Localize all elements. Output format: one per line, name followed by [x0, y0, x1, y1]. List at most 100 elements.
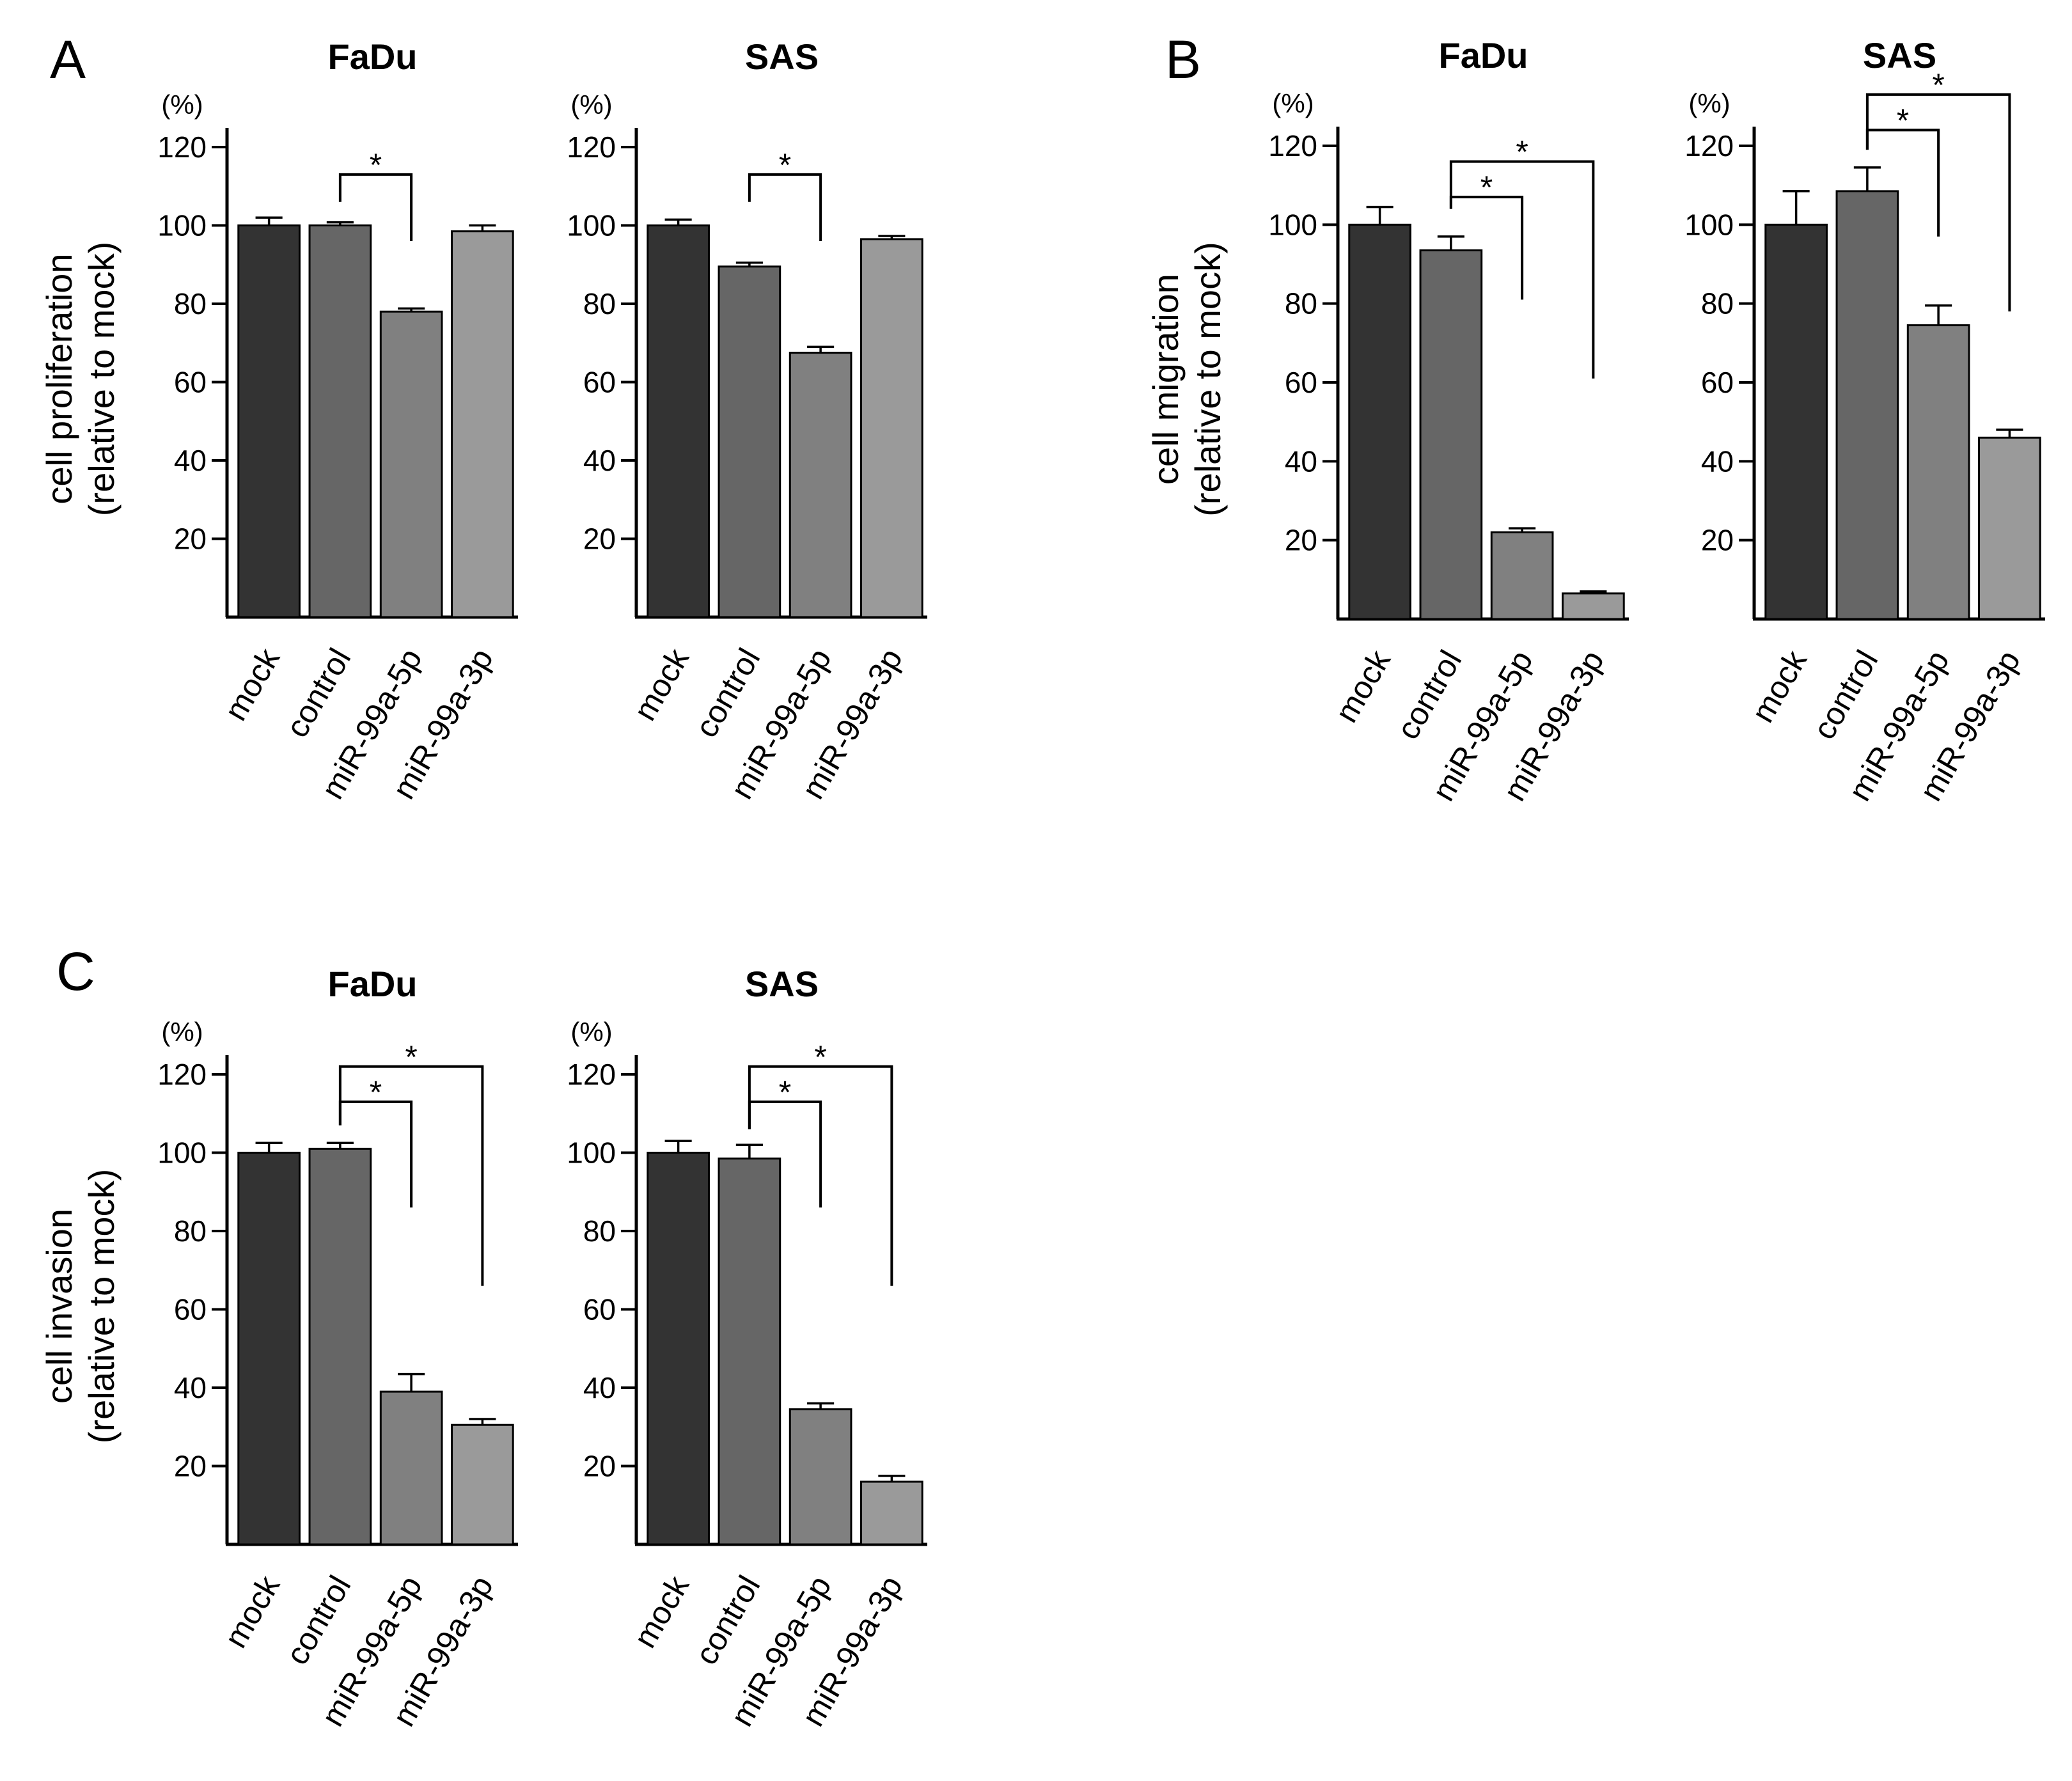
- bar-mir-99a-5p: [379, 310, 443, 618]
- y-tick-label: 80: [174, 1214, 207, 1248]
- chart-b-fadu: FaDu (%) 20 40 60 80 100 120 cell migration(rela…: [1145, 35, 1629, 807]
- x-category-label: control: [1806, 645, 1885, 746]
- bar-control: [1835, 190, 1899, 620]
- x-category-label: mock: [1328, 644, 1398, 728]
- chart-b-sas: SAS(%)20406080100120mockcontrolmiR-99a-5…: [1684, 35, 2045, 807]
- significance-bracket: [1865, 93, 2011, 311]
- y-tick-label: 20: [583, 522, 616, 556]
- y-tick-label: 100: [567, 209, 616, 242]
- significance-marker: *: [370, 1074, 382, 1110]
- x-category-label: control: [688, 1570, 767, 1671]
- panel-letter-b: B: [1165, 29, 1201, 90]
- y-axis-title: cell proliferation(relative to mock): [39, 242, 122, 516]
- significance-marker: *: [1897, 102, 1909, 138]
- significance-bracket: [1449, 160, 1595, 379]
- y-axis-title-line: (relative to mock): [81, 1169, 122, 1443]
- panel-letter-c: C: [56, 941, 95, 1001]
- y-tick-label: 100: [157, 209, 207, 242]
- y-tick-label: 120: [1268, 129, 1317, 162]
- y-tick-label: 60: [583, 1293, 616, 1326]
- chart-title: SAS: [745, 36, 819, 77]
- y-tick-label: 60: [174, 1293, 207, 1326]
- y-tick-label: 120: [1684, 129, 1734, 162]
- y-tick-label: 100: [1268, 208, 1317, 241]
- y-tick-label: 60: [174, 366, 207, 399]
- chart-title: FaDu: [328, 964, 418, 1004]
- y-tick-label: 40: [1285, 444, 1317, 478]
- y-tick-label: 40: [174, 1371, 207, 1404]
- bar-control: [308, 224, 372, 618]
- panel-letter-a: A: [50, 29, 86, 90]
- bar-mir-99a-5p: [1490, 531, 1554, 620]
- bar-mir-99a-5p: [1906, 324, 1970, 620]
- bar-control: [718, 265, 781, 618]
- bar-control: [1419, 249, 1483, 620]
- y-tick-label: 100: [567, 1136, 616, 1170]
- significance-marker: *: [779, 1074, 791, 1110]
- bar-mock: [647, 224, 710, 618]
- bar-mir-99a-3p: [860, 238, 923, 618]
- significance-bracket: [748, 173, 822, 241]
- x-category-label: mock: [627, 1569, 696, 1654]
- y-tick-label: 20: [1285, 524, 1317, 557]
- y-tick-label: 20: [174, 1450, 207, 1483]
- y-unit-label: (%): [161, 90, 203, 120]
- x-category-label: mock: [217, 642, 287, 726]
- chart-title: FaDu: [1439, 35, 1528, 75]
- significance-marker: *: [814, 1039, 826, 1075]
- chart-title: SAS: [1863, 35, 1936, 75]
- y-tick-label: 80: [583, 1214, 616, 1248]
- x-category-label: mock: [217, 1569, 287, 1654]
- y-tick-label: 120: [567, 130, 616, 164]
- y-tick-label: 120: [567, 1058, 616, 1091]
- y-axis-title: cell invasion(relative to mock): [39, 1169, 122, 1443]
- y-tick-label: 60: [1285, 366, 1317, 399]
- bar-mock: [1764, 223, 1828, 620]
- x-category-label: mock: [1745, 644, 1814, 728]
- bar-mir-99a-3p: [1978, 436, 2041, 620]
- x-category-label: control: [688, 643, 767, 744]
- y-tick-label: 80: [583, 287, 616, 320]
- bar-mir-99a-3p: [860, 1480, 923, 1546]
- y-tick-label: 40: [583, 444, 616, 477]
- y-tick-label: 20: [1701, 524, 1734, 557]
- y-tick-label: 20: [174, 522, 207, 556]
- y-tick-label: 100: [1684, 208, 1734, 241]
- y-unit-label: (%): [1272, 88, 1314, 118]
- bar-control: [308, 1147, 372, 1546]
- y-axis-title-line: cell migration: [1145, 274, 1186, 485]
- x-category-label: control: [1390, 645, 1469, 746]
- y-tick-label: 120: [157, 1058, 207, 1091]
- y-unit-label: (%): [161, 1017, 203, 1047]
- y-tick-label: 80: [1285, 287, 1317, 320]
- chart-c-sas: SAS(%)20406080100120mockcontrolmiR-99a-5…: [567, 964, 927, 1732]
- significance-bracket: [748, 1065, 893, 1286]
- y-axis-title-line: (relative to mock): [81, 242, 122, 516]
- significance-marker: *: [370, 147, 382, 183]
- y-tick-label: 40: [174, 444, 207, 477]
- y-axis-title: cell migration(relative to mock): [1145, 242, 1228, 516]
- bar-mir-99a-3p: [1562, 592, 1625, 620]
- y-unit-label: (%): [1688, 88, 1730, 118]
- y-tick-label: 40: [583, 1371, 616, 1404]
- y-tick-label: 100: [157, 1136, 207, 1170]
- bar-mir-99a-5p: [379, 1390, 443, 1546]
- bar-mock: [647, 1152, 710, 1546]
- y-tick-label: 20: [583, 1450, 616, 1483]
- bar-mir-99a-5p: [789, 352, 852, 618]
- y-axis-title-line: cell invasion: [39, 1209, 79, 1404]
- y-axis-title-line: (relative to mock): [1188, 242, 1228, 516]
- y-tick-label: 60: [583, 366, 616, 399]
- x-category-label: mock: [627, 642, 696, 726]
- chart-a-sas: SAS(%)20406080100120mockcontrolmiR-99a-5…: [567, 36, 927, 805]
- y-tick-label: 120: [157, 130, 207, 164]
- bar-mock: [237, 224, 301, 618]
- x-category-label: control: [279, 1570, 358, 1671]
- significance-marker: *: [1480, 169, 1493, 205]
- significance-bracket: [338, 1065, 484, 1286]
- x-category-label: control: [279, 643, 358, 744]
- chart-title: SAS: [745, 964, 819, 1004]
- significance-marker: *: [779, 147, 791, 183]
